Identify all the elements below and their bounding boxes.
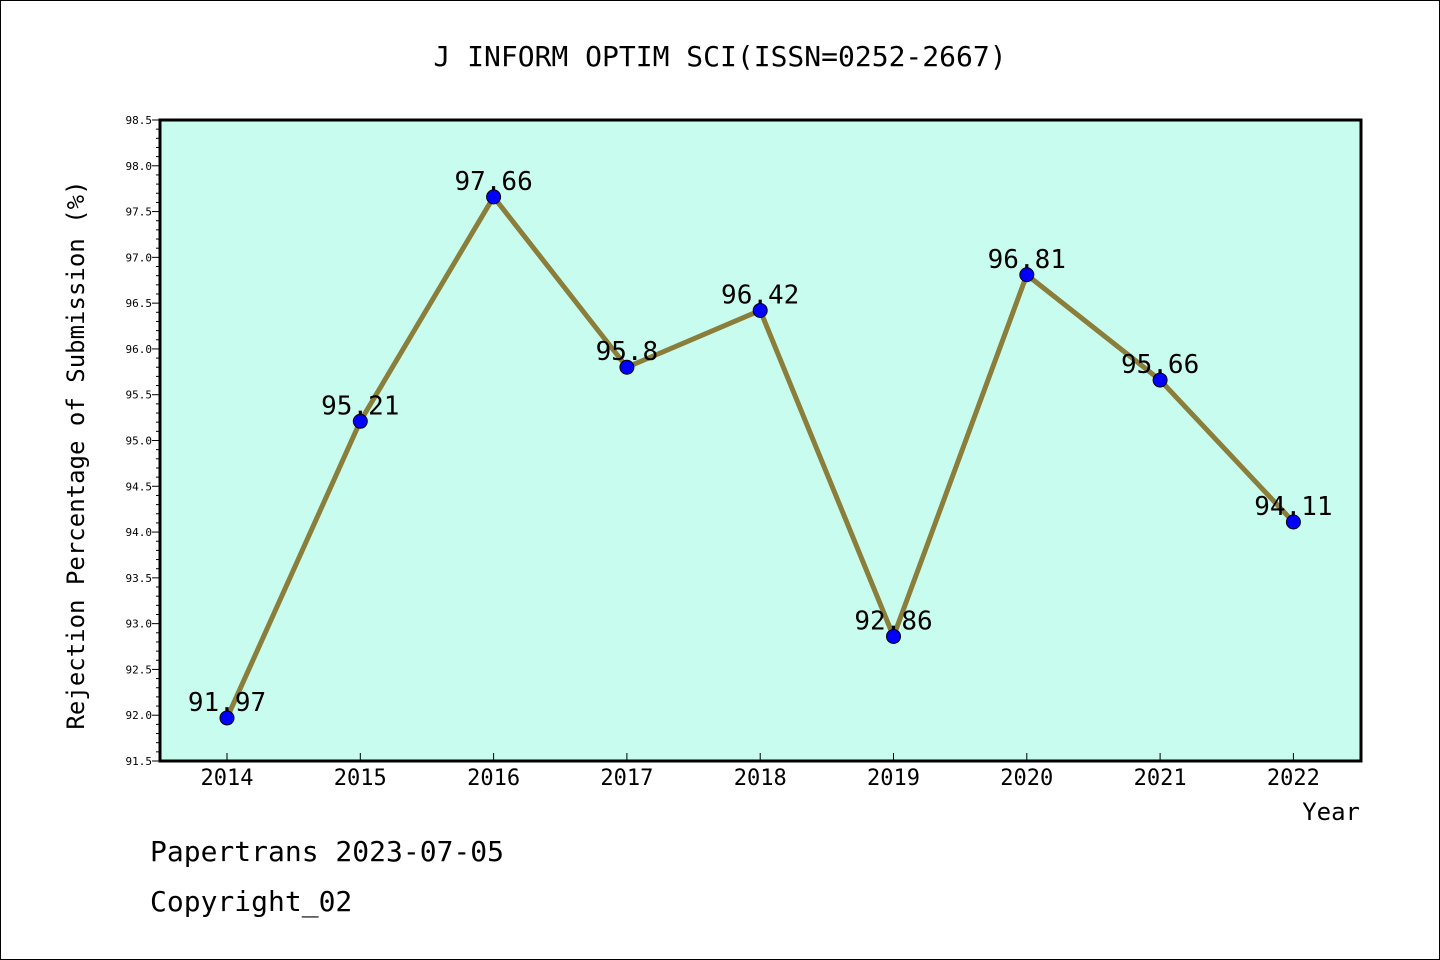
x-tick-label: 2021 — [1134, 766, 1187, 791]
x-tick-label: 2020 — [1000, 766, 1053, 791]
data-label: 91.97 — [188, 688, 266, 718]
x-tick-label: 2022 — [1267, 766, 1320, 791]
x-axis: 2014 2015 2016 2017 2018 2019 2020 2021 2022 — [201, 753, 1320, 791]
data-label: 95.21 — [321, 391, 399, 421]
y-tick-label: 92.0 — [126, 709, 153, 722]
data-point — [752, 302, 768, 318]
data-points — [219, 189, 1301, 726]
data-point — [1152, 372, 1168, 388]
data-point — [886, 628, 901, 644]
data-labels: 91.97 95.21 97.66 95.8 96.42 92.86 96.81 95.66 9… — [188, 167, 1333, 718]
x-axis-label: Year — [1302, 798, 1360, 826]
x-tick-label: 2018 — [734, 766, 787, 791]
y-tick-label: 94.0 — [126, 526, 153, 539]
chart-title: J INFORM OPTIM SCI(ISSN=0252-2667) — [433, 40, 1006, 73]
y-tick-label: 93.5 — [126, 572, 153, 585]
x-tick-label: 2017 — [600, 766, 653, 791]
y-axis: 91.5 92.0 92.5 93.0 93.5 94.0 94.5 95.0 95.5 96.0… — [126, 114, 160, 768]
x-tick-label: 2015 — [334, 766, 387, 791]
y-tick-label: 95.5 — [126, 389, 153, 402]
data-label: 92.86 — [854, 606, 932, 636]
x-tick-label: 2014 — [201, 766, 254, 791]
y-tick-label: 94.5 — [126, 480, 153, 493]
data-label: 95.8 — [596, 337, 659, 367]
y-tick-label: 98.5 — [126, 114, 153, 127]
data-point — [1019, 267, 1035, 283]
data-label: 96.42 — [721, 280, 799, 310]
data-point — [486, 189, 502, 205]
y-tick-label: 93.0 — [126, 618, 153, 631]
x-tick-label: 2019 — [867, 766, 920, 791]
y-tick-label: 95.0 — [126, 435, 153, 448]
y-tick-label: 97.5 — [126, 206, 153, 219]
y-tick-label: 92.5 — [126, 663, 153, 676]
y-tick-label: 96.0 — [126, 343, 153, 356]
data-label: 95.66 — [1121, 350, 1199, 380]
plot-area — [158, 118, 1363, 763]
y-tick-label: 98.0 — [126, 160, 153, 173]
y-axis-label: Rejection Percentage of Submission (%) — [62, 180, 90, 729]
y-tick-label: 96.5 — [126, 297, 153, 310]
data-point — [352, 413, 368, 429]
footer-copyright: Copyright_02 — [150, 885, 353, 918]
y-tick-label: 91.5 — [126, 755, 153, 768]
data-point — [619, 359, 635, 375]
data-point — [1285, 514, 1301, 530]
data-label: 96.81 — [988, 245, 1066, 275]
footer-date: Papertrans 2023-07-05 — [150, 835, 505, 868]
data-label: 94.11 — [1254, 492, 1332, 522]
y-tick-label: 97.0 — [126, 251, 153, 264]
x-tick-label: 2016 — [467, 766, 520, 791]
data-label: 97.66 — [454, 167, 532, 197]
data-point — [219, 710, 235, 726]
